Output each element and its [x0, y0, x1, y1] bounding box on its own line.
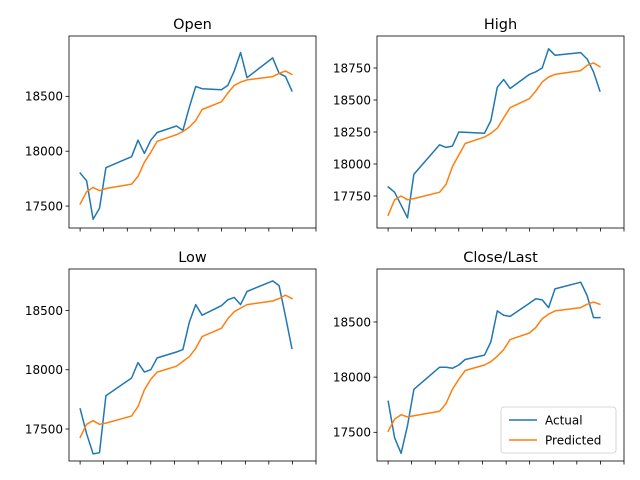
- series-line-actual: [387, 281, 601, 455]
- subplot-2: Low 17500 18000 18500: [25, 250, 317, 465]
- y-tick-label: 18000: [333, 157, 371, 171]
- legend-label: Actual: [545, 413, 583, 427]
- y-tick-label: 17500: [25, 422, 63, 436]
- series-line-actual: [79, 51, 293, 220]
- legend: Actual Predicted: [500, 406, 617, 454]
- y-tick-label: 18500: [333, 93, 371, 107]
- subplot-title: Open: [173, 17, 212, 33]
- series-line-actual: [79, 280, 293, 455]
- y-tick-label: 18000: [25, 145, 63, 159]
- series-line-predicted: [387, 301, 601, 433]
- y-tick-label: 18250: [333, 125, 371, 139]
- legend-label: Predicted: [545, 433, 601, 447]
- subplot-title: High: [484, 17, 517, 33]
- series-line-actual: [387, 48, 601, 219]
- subplot-title: Low: [178, 250, 207, 266]
- subplot-3: Close/Last 17500 18000 18500: [333, 250, 625, 465]
- subplot-title: Close/Last: [463, 250, 538, 266]
- y-tick-label: 18500: [25, 304, 63, 318]
- y-tick-label: 18000: [25, 363, 63, 377]
- axes-frame: [376, 268, 625, 462]
- series-line-predicted: [79, 70, 293, 205]
- subplot-0: Open 17500 18000 18500: [25, 17, 317, 232]
- legend-box: [500, 406, 617, 454]
- axes-frame: [68, 35, 317, 229]
- axes-frame: [68, 268, 317, 462]
- y-tick-label: 17750: [333, 189, 371, 203]
- subplot-1: High 17750 18000 18250 18500 18750: [333, 17, 625, 232]
- y-tick-label: 17500: [25, 199, 63, 213]
- y-tick-label: 18000: [333, 370, 371, 384]
- y-tick-label: 18750: [333, 61, 371, 75]
- y-tick-label: 17500: [333, 426, 371, 440]
- y-tick-label: 18500: [25, 90, 63, 104]
- series-line-predicted: [79, 294, 293, 439]
- series-line-predicted: [387, 62, 601, 217]
- y-tick-label: 18500: [333, 315, 371, 329]
